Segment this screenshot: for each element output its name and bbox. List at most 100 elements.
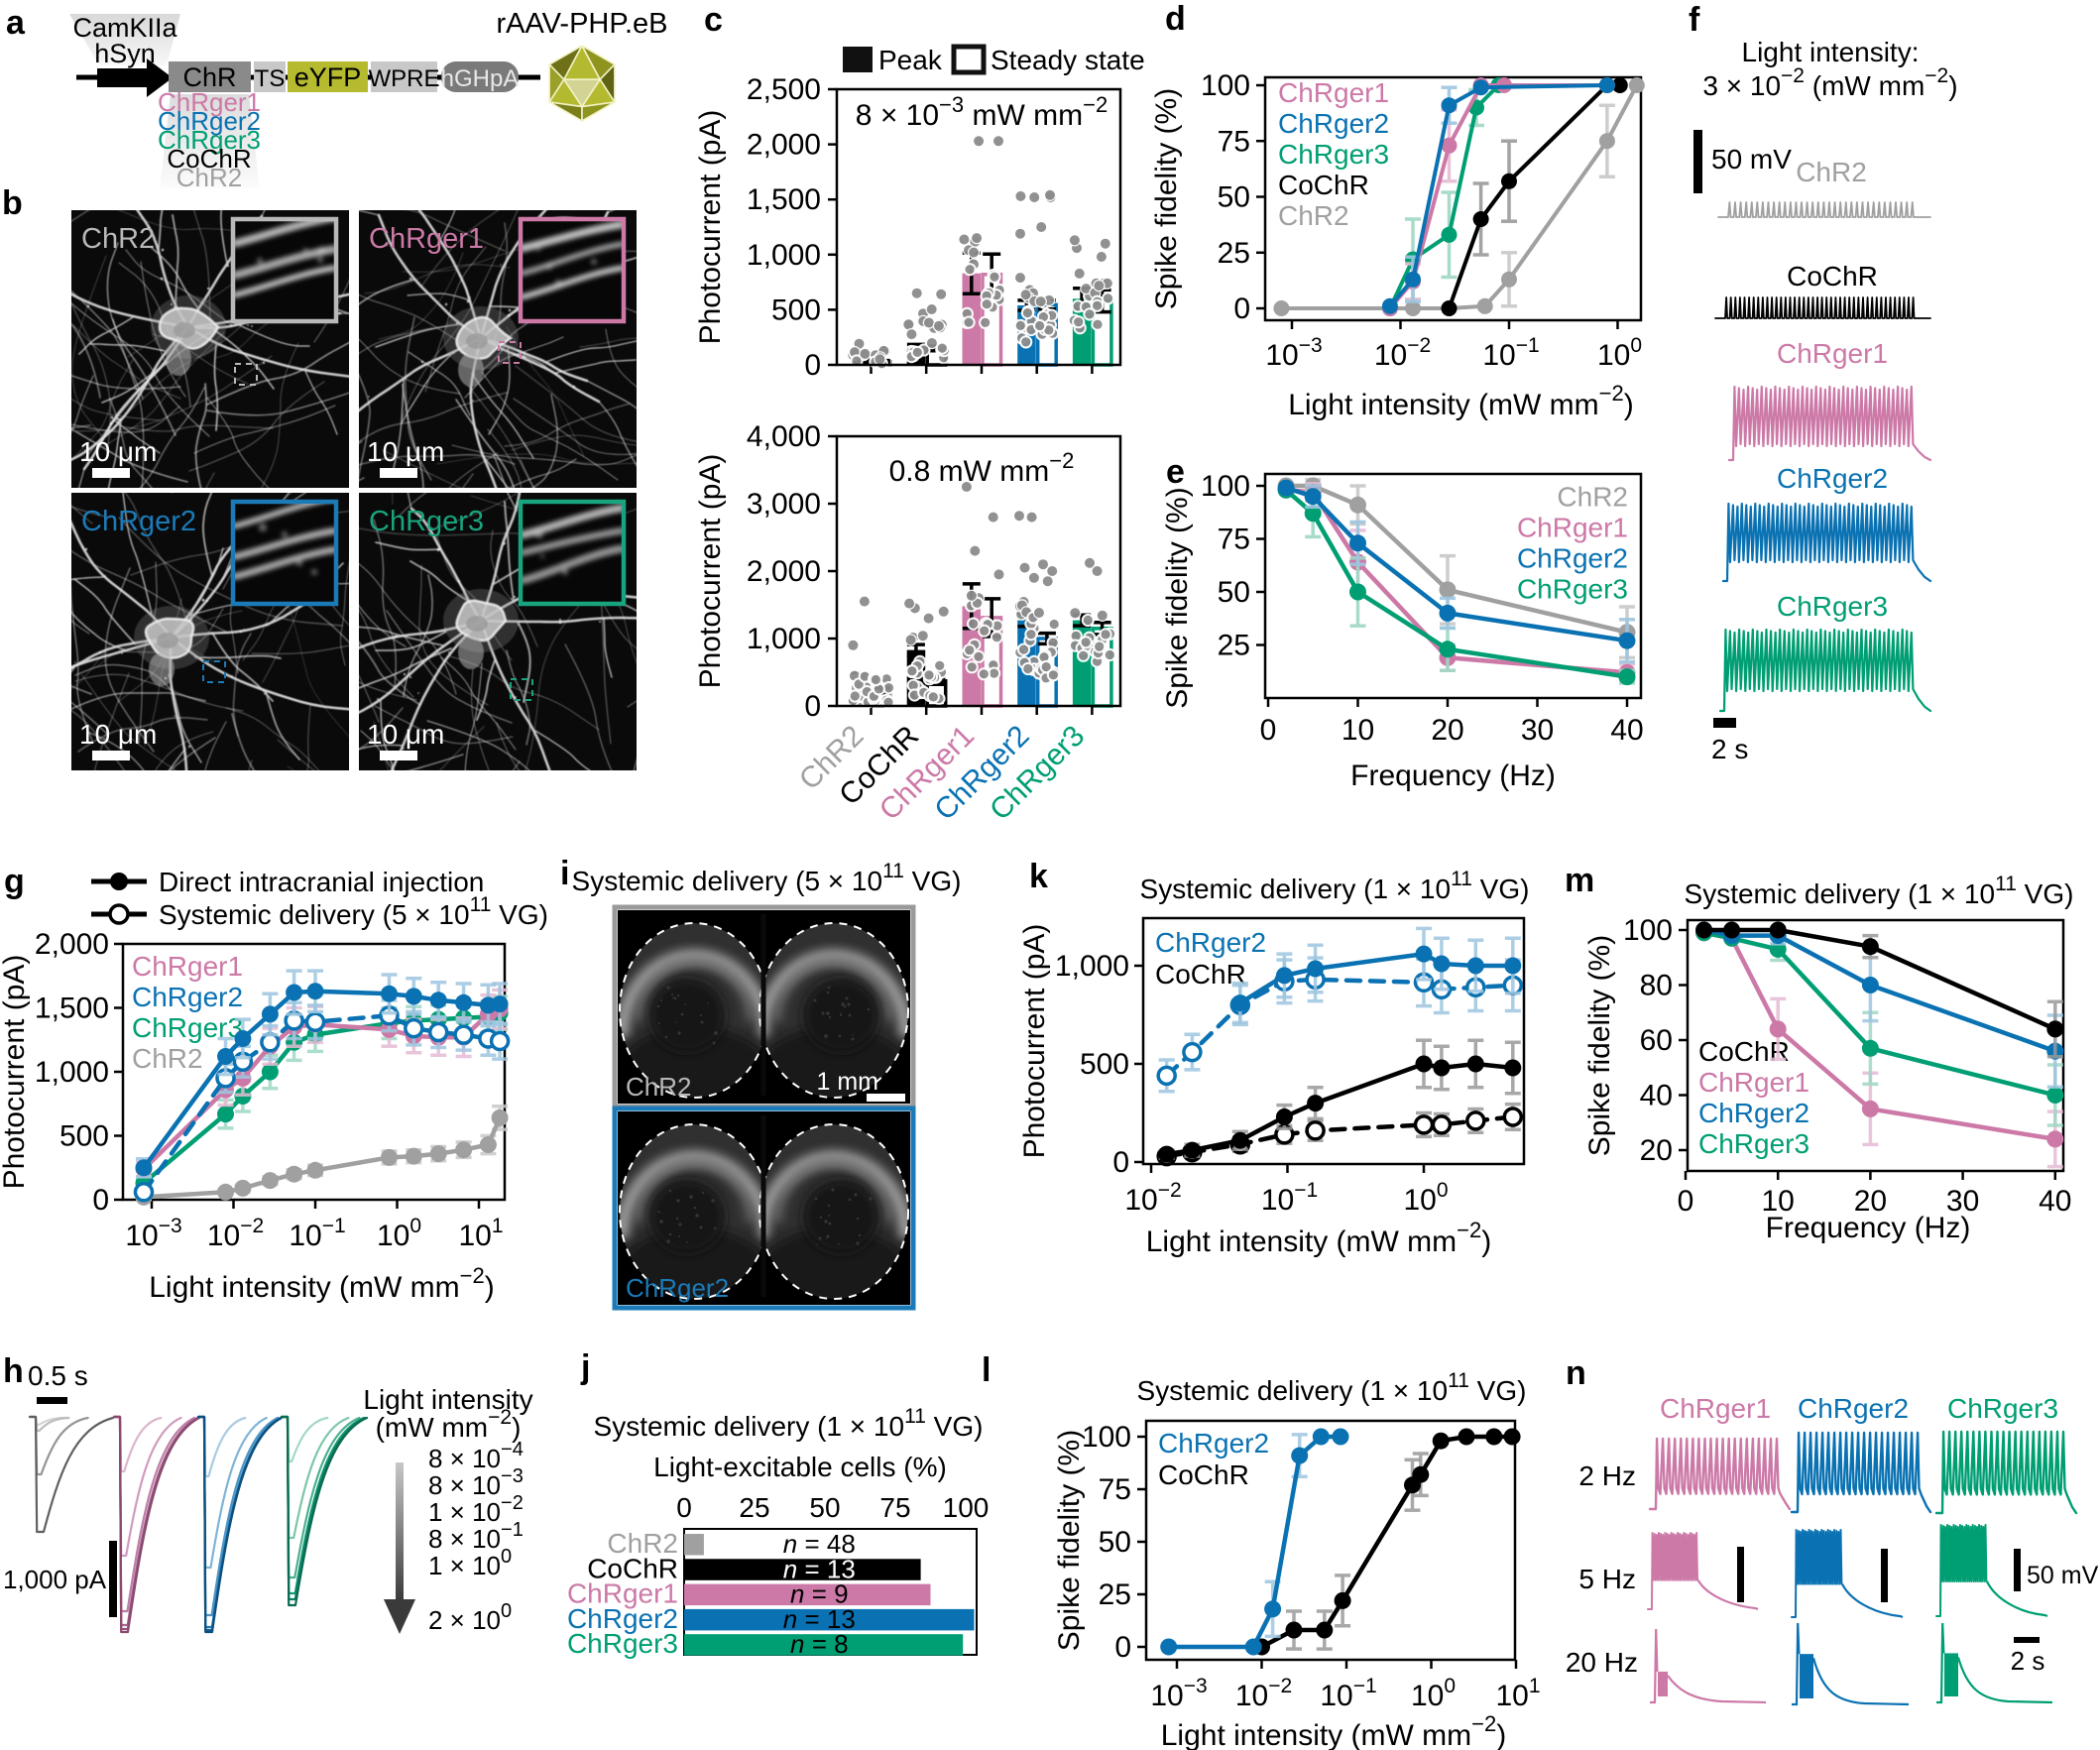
svg-text:0.8 mW mm−2: 0.8 mW mm−2 (889, 448, 1075, 488)
svg-text:75: 75 (1099, 1473, 1131, 1506)
svg-text:rAAV-PHP.eB: rAAV-PHP.eB (496, 8, 667, 40)
svg-text:10−1: 10−1 (1320, 1675, 1376, 1712)
svg-text:0.5 s: 0.5 s (28, 1360, 88, 1391)
svg-text:20: 20 (1854, 1185, 1887, 1218)
svg-text:ChRger2: ChRger2 (158, 106, 261, 136)
svg-text:0: 0 (1260, 714, 1277, 747)
svg-text:8 × 10−3 mW mm−2: 8 × 10−3 mW mm−2 (856, 92, 1108, 132)
svg-text:ChR2: ChR2 (1278, 200, 1349, 231)
svg-text:Light intensity (mW mm−2): Light intensity (mW mm−2) (149, 1263, 494, 1304)
svg-text:ChRger2: ChRger2 (1698, 1098, 1809, 1128)
svg-text:25: 25 (1218, 630, 1250, 662)
svg-text:500: 500 (59, 1120, 109, 1153)
svg-text:ChRger2: ChRger2 (1517, 542, 1628, 573)
svg-text:2,000: 2,000 (35, 928, 109, 961)
svg-text:eYFP: eYFP (294, 62, 362, 92)
svg-text:0: 0 (1112, 1146, 1129, 1179)
svg-text:CoChR: CoChR (1158, 1459, 1249, 1490)
svg-text:101: 101 (1495, 1675, 1540, 1712)
svg-text:CoChR: CoChR (1155, 959, 1246, 990)
svg-text:100: 100 (1597, 334, 1642, 372)
svg-text:hGHpA: hGHpA (441, 65, 520, 92)
svg-text:50: 50 (1218, 576, 1250, 609)
svg-text:500: 500 (771, 293, 821, 326)
svg-text:10: 10 (1342, 714, 1374, 747)
svg-text:ChRger1: ChRger1 (369, 223, 484, 255)
svg-text:Spike fidelity (%): Spike fidelity (%) (1053, 1430, 1086, 1651)
svg-text:10−1: 10−1 (1482, 334, 1539, 372)
svg-text:10−3: 10−3 (125, 1215, 181, 1252)
svg-text:75: 75 (1218, 125, 1250, 158)
svg-text:10−2: 10−2 (1124, 1179, 1181, 1217)
svg-text:1,000 pA: 1,000 pA (3, 1565, 107, 1594)
svg-text:1,000: 1,000 (747, 239, 821, 272)
svg-text:10−2: 10−2 (1374, 334, 1431, 372)
svg-text:500: 500 (1080, 1048, 1129, 1081)
svg-text:40: 40 (1610, 714, 1643, 747)
svg-text:ChRger1: ChRger1 (1777, 338, 1888, 369)
svg-text:10: 10 (1762, 1185, 1795, 1218)
svg-text:TS: TS (255, 65, 286, 92)
svg-text:ChRger2: ChRger2 (1158, 1428, 1269, 1458)
svg-text:10 μm: 10 μm (79, 719, 157, 750)
svg-text:ChRger3: ChRger3 (1517, 573, 1628, 604)
svg-text:2,000: 2,000 (747, 129, 821, 162)
svg-text:2 s: 2 s (2011, 1646, 2045, 1676)
svg-text:Systemic delivery (1 × 1011 VG: Systemic delivery (1 × 1011 VG) (1685, 873, 2074, 909)
svg-text:0: 0 (804, 690, 821, 723)
svg-text:0: 0 (1114, 1631, 1131, 1664)
svg-text:ChR2: ChR2 (1557, 481, 1628, 512)
svg-text:ChRger2: ChRger2 (1798, 1393, 1909, 1424)
svg-text:80: 80 (1640, 970, 1673, 1002)
svg-text:101: 101 (458, 1215, 503, 1252)
svg-text:0: 0 (1233, 292, 1250, 325)
svg-text:Systemic delivery (5 × 1011 VG: Systemic delivery (5 × 1011 VG) (572, 860, 962, 896)
svg-text:25: 25 (739, 1492, 769, 1523)
svg-text:10−2: 10−2 (1235, 1675, 1292, 1712)
svg-text:100: 100 (377, 1215, 421, 1252)
svg-text:1,500: 1,500 (35, 992, 109, 1025)
svg-text:50: 50 (1099, 1526, 1131, 1559)
svg-text:ChR2: ChR2 (132, 1043, 203, 1074)
svg-text:ChRger1: ChRger1 (158, 87, 261, 117)
svg-text:ChRger2: ChRger2 (132, 982, 243, 1012)
svg-text:Light intensity:: Light intensity: (1742, 37, 1920, 67)
svg-text:Light intensity (mW mm−2): Light intensity (mW mm−2) (1146, 1218, 1491, 1258)
svg-text:n = 8: n = 8 (790, 1629, 849, 1659)
svg-text:ChR2: ChR2 (1796, 157, 1867, 187)
svg-text:50: 50 (809, 1492, 840, 1523)
svg-text:Spike fidelity (%): Spike fidelity (%) (1161, 487, 1194, 708)
svg-text:Systemic delivery (1 × 1011 VG: Systemic delivery (1 × 1011 VG) (1140, 868, 1530, 904)
svg-text:Frequency (Hz): Frequency (Hz) (1350, 759, 1556, 792)
svg-text:ChRger1: ChRger1 (1698, 1067, 1809, 1098)
svg-text:1,000: 1,000 (1055, 950, 1129, 983)
svg-text:Systemic delivery (5 × 1011 VG: Systemic delivery (5 × 1011 VG) (159, 893, 548, 930)
svg-text:100: 100 (1411, 1675, 1456, 1712)
svg-text:30: 30 (1521, 714, 1554, 747)
svg-text:100: 100 (1082, 1421, 1131, 1454)
svg-text:Light-excitable cells (%): Light-excitable cells (%) (653, 1452, 947, 1482)
svg-text:0: 0 (804, 349, 821, 382)
svg-text:1,000: 1,000 (747, 623, 821, 655)
svg-text:2 × 100: 2 × 100 (428, 1600, 512, 1635)
svg-text:0: 0 (1678, 1185, 1694, 1218)
svg-text:10−1: 10−1 (289, 1215, 345, 1252)
svg-text:CoChR: CoChR (1278, 170, 1369, 200)
svg-text:Systemic delivery (1 × 1011 VG: Systemic delivery (1 × 1011 VG) (1137, 1369, 1527, 1406)
svg-text:3,000: 3,000 (747, 488, 821, 521)
svg-text:Peak: Peak (878, 45, 943, 75)
svg-text:2,500: 2,500 (747, 73, 821, 106)
svg-text:10 μm: 10 μm (79, 436, 157, 467)
svg-text:ChRger3: ChRger3 (1698, 1128, 1809, 1159)
svg-text:ChRger3: ChRger3 (369, 506, 484, 537)
svg-text:25: 25 (1099, 1578, 1131, 1611)
svg-text:10−3: 10−3 (1265, 334, 1322, 372)
svg-text:100: 100 (1403, 1179, 1448, 1217)
svg-text:20: 20 (1431, 714, 1463, 747)
svg-text:2,000: 2,000 (747, 555, 821, 588)
svg-text:ChRger1: ChRger1 (1517, 512, 1628, 542)
svg-text:Photocurrent (pA): Photocurrent (pA) (694, 454, 727, 689)
svg-text:50 mV: 50 mV (2027, 1562, 2099, 1589)
svg-text:ChR2: ChR2 (176, 163, 242, 192)
svg-text:n = 48: n = 48 (783, 1529, 856, 1559)
